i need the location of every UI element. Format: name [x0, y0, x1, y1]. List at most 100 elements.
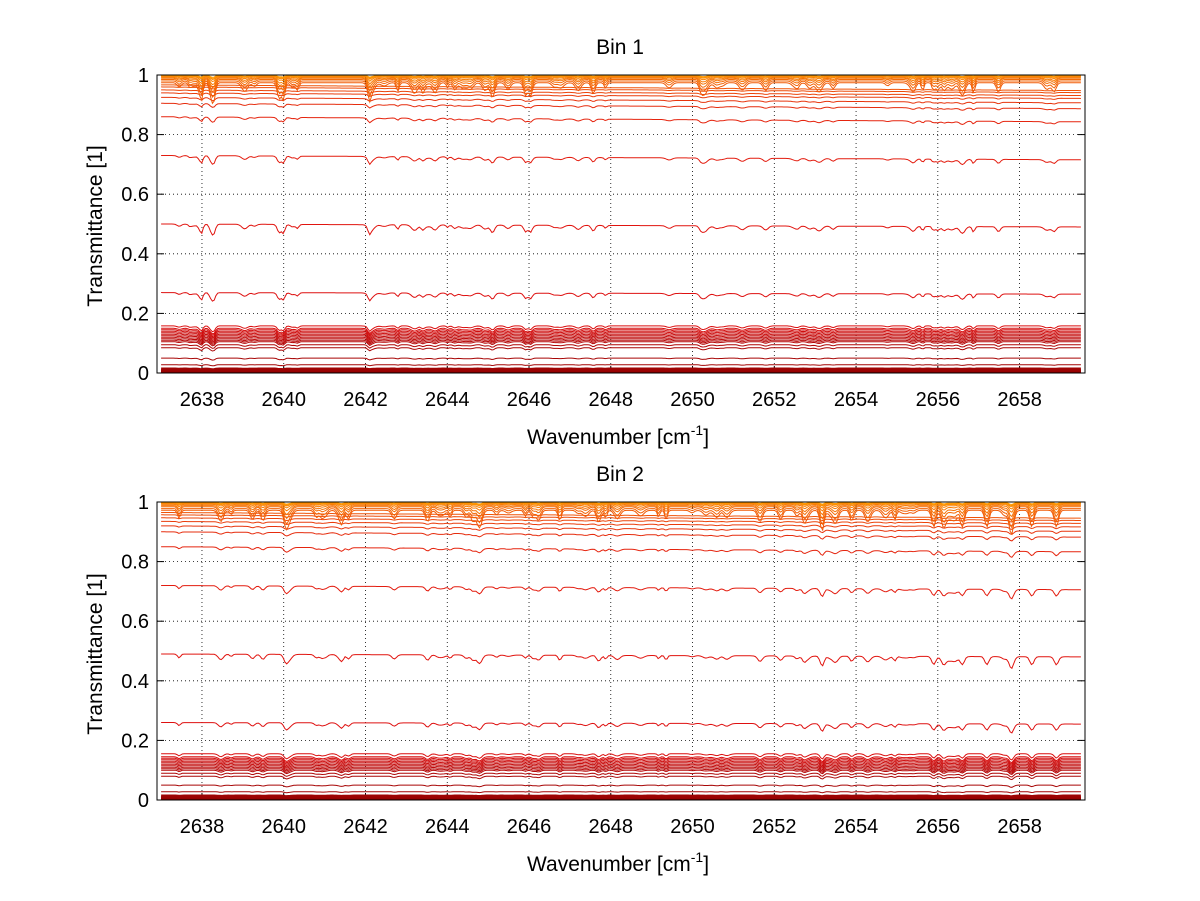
x-tick-label: 2644 — [425, 816, 470, 838]
spectrum-series-line — [161, 347, 1081, 352]
spectrum-series-line — [161, 517, 1081, 526]
bin-2-plot-frame — [156, 501, 1086, 801]
x-tick-label: 2646 — [507, 816, 552, 838]
spectrum-series-line — [161, 525, 1081, 535]
spectrum-series-line — [161, 775, 1081, 781]
spectrum-series-line — [161, 766, 1081, 773]
spectrum-series-line — [161, 92, 1081, 100]
spectrum-series-line — [161, 756, 1081, 764]
spectrum-series-line — [161, 760, 1081, 768]
spectrum-series-line — [161, 116, 1081, 126]
y-tick-label: 0 — [138, 790, 149, 812]
bin-1-title: Bin 1 — [596, 36, 644, 59]
bin-2-panel: Bin 2 2638 2640 2642 2644 2646 2648 2650 2652 26… — [84, 463, 1086, 876]
spectrum-series-line — [161, 341, 1081, 347]
spectrum-series-line — [161, 325, 1081, 333]
y-tick-label: 0.8 — [121, 552, 149, 574]
spectrum-series-line — [161, 784, 1081, 788]
y-tick-label: 1 — [138, 492, 149, 514]
spectrum-series-line — [161, 794, 1081, 798]
bin-1-panel: Bin 1 2638 2640 2642 2644 2646 2648 2650 2652 26… — [84, 36, 1086, 449]
x-tick-label: 2654 — [834, 389, 879, 411]
x-tick-label: 2652 — [752, 816, 797, 838]
bin-1-grid — [157, 74, 1085, 374]
spectrum-series-line — [161, 336, 1081, 343]
spectrum-series-line — [161, 514, 1081, 523]
x-tick-label: 2638 — [180, 816, 225, 838]
spectrum-series-line — [161, 546, 1081, 558]
spectrum-series-line — [161, 332, 1081, 339]
spectrum-series-line — [161, 357, 1081, 361]
x-tick-label: 2642 — [343, 389, 388, 411]
bin-1-x-axis-label: Wavenumber [cm-1] — [527, 422, 709, 449]
spectrum-series-line — [161, 102, 1081, 111]
x-tick-label: 2650 — [670, 389, 715, 411]
x-tick-label: 2638 — [180, 389, 225, 411]
bin-1-tick-labels: 2638 2640 2642 2644 2646 2648 2650 2652 2654 2656… — [121, 65, 1042, 411]
spectrum-series-line — [161, 329, 1081, 336]
spectrum-series-line — [161, 77, 1081, 89]
x-tick-label: 2640 — [261, 816, 306, 838]
spectrum-series-line — [161, 508, 1081, 529]
bin-1-plot-frame — [156, 74, 1086, 374]
spectrum-series-line — [161, 505, 1081, 518]
y-tick-label: 1 — [138, 65, 149, 87]
spectrum-series-line — [161, 75, 1081, 83]
spectrum-series-line — [161, 520, 1081, 530]
x-tick-label: 2656 — [916, 389, 961, 411]
x-tick-label: 2648 — [589, 389, 634, 411]
x-tick-label: 2648 — [589, 816, 634, 838]
y-tick-label: 0.2 — [121, 730, 149, 752]
x-tick-label: 2658 — [997, 389, 1042, 411]
bin-2-y-axis-label: Transmittance [1] — [84, 573, 107, 734]
spectrum-series-line — [161, 327, 1081, 335]
x-tick-label: 2640 — [261, 389, 306, 411]
spectrum-series-line — [161, 364, 1081, 367]
bin-2-x-axis-label: Wavenumber [cm-1] — [527, 849, 709, 876]
spectrum-series-line — [161, 762, 1081, 769]
y-tick-label: 0.8 — [121, 125, 149, 147]
spectrum-series-line — [161, 84, 1081, 92]
spectrum-series-line — [161, 531, 1081, 542]
spectrum-series-line — [161, 339, 1081, 345]
spectrum-series-line — [161, 791, 1081, 794]
spectrum-series-line — [161, 509, 1081, 536]
spectrum-series-line — [161, 503, 1081, 513]
bin-1-y-axis-label: Transmittance [1] — [84, 145, 107, 306]
spectrum-series-line — [161, 335, 1081, 342]
spectrum-series-line — [161, 722, 1081, 734]
bin-1-series-group — [161, 74, 1081, 374]
bin-2-title: Bin 2 — [596, 463, 644, 486]
spectrum-series-line — [161, 768, 1081, 774]
spectrum-series-line — [161, 585, 1081, 600]
spectrum-series-line — [161, 757, 1081, 765]
y-tick-label: 0.4 — [121, 671, 149, 693]
spectrum-series-line — [161, 772, 1081, 778]
x-tick-label: 2646 — [507, 389, 552, 411]
spectrum-series-line — [161, 653, 1081, 670]
spectrum-series-line — [161, 795, 1081, 799]
spectrum-series-line — [161, 330, 1081, 338]
spectrum-series-line — [161, 82, 1081, 105]
spectrum-series-line — [161, 333, 1081, 340]
spectrum-series-line — [161, 223, 1081, 236]
x-tick-label: 2654 — [834, 816, 879, 838]
spectrum-series-line — [161, 753, 1081, 761]
spectrum-series-line — [161, 765, 1081, 772]
spectrum-series-line — [161, 769, 1081, 775]
spectrum-series-line — [161, 763, 1081, 770]
x-tick-label: 2644 — [425, 389, 470, 411]
y-tick-label: 0.6 — [121, 184, 149, 206]
spectrum-series-line — [161, 502, 1081, 510]
spectrum-series-line — [161, 759, 1081, 766]
y-tick-label: 0.4 — [121, 244, 149, 266]
x-tick-label: 2656 — [916, 816, 961, 838]
spectrum-series-line — [161, 86, 1081, 94]
bin-2-tick-labels: 2638 2640 2642 2644 2646 2648 2650 2652 2654 2656… — [121, 492, 1042, 838]
spectrum-series-line — [161, 506, 1081, 522]
y-tick-label: 0 — [138, 363, 149, 385]
x-tick-label: 2642 — [343, 816, 388, 838]
spectrum-series-line — [161, 338, 1081, 344]
x-tick-label: 2650 — [670, 816, 715, 838]
